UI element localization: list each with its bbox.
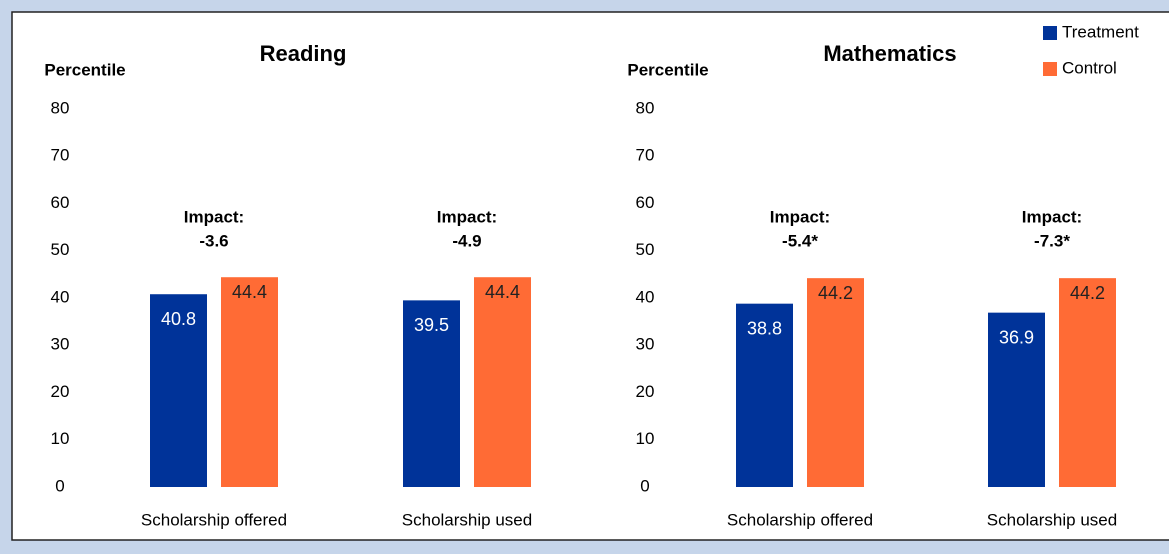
bar — [988, 312, 1045, 487]
y-tick-label: 60 — [636, 193, 655, 212]
value-label: 38.8 — [747, 318, 782, 338]
bar — [221, 277, 278, 487]
annotation: -7.3* — [1034, 231, 1070, 250]
y-tick-label: 0 — [640, 476, 649, 495]
y-tick-label: 80 — [636, 98, 655, 117]
value-label: 44.4 — [232, 282, 267, 302]
chart-title: Mathematics — [823, 41, 956, 66]
y-tick-label: 50 — [636, 240, 655, 259]
bar — [736, 303, 793, 487]
x-tick-label: Scholarship offered — [727, 510, 873, 529]
y-tick-label: 30 — [51, 335, 70, 354]
y-axis-label: Percentile — [627, 60, 708, 79]
value-label: 36.9 — [999, 327, 1034, 347]
x-tick-label: Scholarship used — [402, 510, 532, 529]
y-tick-label: 0 — [55, 476, 64, 495]
bar — [403, 300, 460, 487]
bar — [474, 277, 531, 487]
y-tick-label: 70 — [51, 146, 70, 165]
legend-label: Control — [1062, 58, 1117, 77]
y-tick-label: 40 — [636, 287, 655, 306]
bar — [807, 278, 864, 487]
annotation: Impact: — [437, 207, 497, 226]
y-tick-label: 80 — [51, 98, 70, 117]
y-tick-label: 10 — [636, 429, 655, 448]
chart-title: Reading — [260, 41, 347, 66]
legend-swatch — [1043, 62, 1057, 76]
annotation: -5.4* — [782, 231, 818, 250]
legend-label: Treatment — [1062, 22, 1139, 41]
y-tick-label: 20 — [51, 382, 70, 401]
annotation: -4.9 — [452, 231, 481, 250]
bar — [1059, 278, 1116, 487]
bar — [150, 294, 207, 487]
y-tick-label: 70 — [636, 146, 655, 165]
value-label: 39.5 — [414, 315, 449, 335]
annotation: Impact: — [770, 207, 830, 226]
value-label: 40.8 — [161, 309, 196, 329]
y-tick-label: 20 — [636, 382, 655, 401]
annotation: Impact: — [184, 207, 244, 226]
value-label: 44.4 — [485, 282, 520, 302]
y-axis-label: Percentile — [44, 60, 125, 79]
y-tick-label: 50 — [51, 240, 70, 259]
value-label: 44.2 — [1070, 283, 1105, 303]
x-tick-label: Scholarship offered — [141, 510, 287, 529]
x-tick-label: Scholarship used — [987, 510, 1117, 529]
annotation: -3.6 — [199, 231, 228, 250]
y-tick-label: 60 — [51, 193, 70, 212]
legend-swatch — [1043, 26, 1057, 40]
y-tick-label: 30 — [636, 335, 655, 354]
value-label: 44.2 — [818, 283, 853, 303]
annotation: Impact: — [1022, 207, 1082, 226]
y-tick-label: 40 — [51, 287, 70, 306]
y-tick-label: 10 — [51, 429, 70, 448]
